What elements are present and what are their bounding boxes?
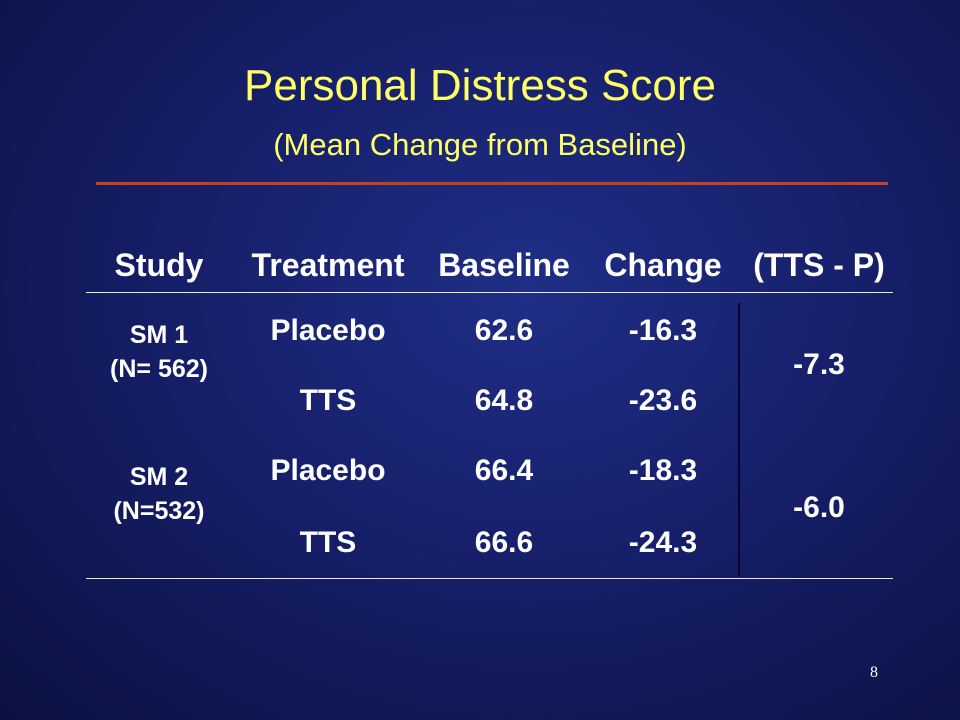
treatment-cell: Placebo	[270, 454, 386, 487]
change-cell: -24.3	[628, 526, 698, 559]
study-n-label: (N= 562)	[110, 355, 208, 383]
diff-cell: -6.0	[793, 491, 845, 524]
header-rule	[86, 292, 893, 293]
baseline-cell: 62.6	[474, 314, 534, 347]
baseline-cell: 66.4	[474, 454, 534, 487]
page-number: 8	[870, 664, 878, 681]
change-cell: -18.3	[628, 454, 698, 487]
diff-column-divider	[738, 303, 740, 576]
header-study: Study	[114, 247, 204, 283]
diff-cell: -7.3	[793, 348, 845, 381]
title-underline	[96, 182, 888, 185]
header-baseline: Baseline	[438, 247, 570, 283]
header-diff: (TTS - P)	[753, 247, 885, 283]
study-name: SM 2	[129, 463, 189, 491]
header-treatment: Treatment	[251, 247, 405, 283]
slide-title: Personal Distress Score	[244, 61, 716, 110]
baseline-cell: 66.6	[474, 526, 534, 559]
baseline-cell: 64.8	[474, 384, 534, 417]
bottom-rule	[86, 578, 893, 579]
treatment-cell: TTS	[299, 526, 357, 559]
treatment-cell: Placebo	[270, 314, 386, 347]
change-cell: -23.6	[628, 384, 698, 417]
header-change: Change	[604, 247, 722, 283]
change-cell: -16.3	[628, 314, 698, 347]
study-n-label: (N=532)	[113, 497, 205, 525]
slide-subtitle: (Mean Change from Baseline)	[273, 127, 687, 162]
treatment-cell: TTS	[299, 384, 357, 417]
study-name: SM 1	[129, 321, 189, 349]
